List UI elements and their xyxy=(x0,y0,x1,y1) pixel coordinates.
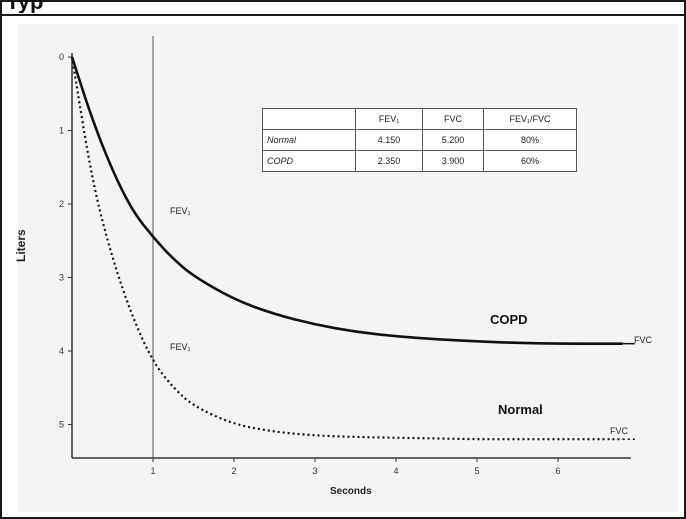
table-cell: Normal xyxy=(262,129,356,151)
table-cell: COPD xyxy=(262,150,356,172)
table-header-cell: FVC xyxy=(422,108,484,130)
y-tick-label: 5 xyxy=(59,420,64,430)
series-line-copd xyxy=(70,56,623,345)
table-cell: 2.350 xyxy=(355,150,423,172)
table-cell: 3.900 xyxy=(422,150,484,172)
x-tick-label: 6 xyxy=(555,466,560,476)
y-tick-label: 1 xyxy=(59,126,64,136)
table-cell: 80% xyxy=(483,129,577,151)
y-tick-label: 3 xyxy=(59,273,64,283)
table-cell: 4.150 xyxy=(355,129,423,151)
y-tick-label: 0 xyxy=(59,52,64,62)
copd-series-label: COPD xyxy=(490,312,528,327)
x-tick-label: 1 xyxy=(150,466,155,476)
table-cell: 5.200 xyxy=(422,129,484,151)
table-header-cell: FEV₁ xyxy=(355,108,423,130)
y-tick-label: 4 xyxy=(59,346,64,356)
x-axis-label: Seconds xyxy=(330,486,372,497)
header-divider xyxy=(0,14,686,16)
table-row: Normal 4.150 5.200 80% xyxy=(262,129,577,151)
plot-background xyxy=(18,24,678,512)
x-tick-label: 4 xyxy=(393,466,398,476)
table-header-row: FEV₁ FVC FEV₁/FVC xyxy=(262,108,577,130)
fev-summary-table: FEV₁ FVC FEV₁/FVC Normal 4.150 5.200 80%… xyxy=(262,108,577,172)
fvc-copd-annotation: FVC xyxy=(634,335,652,345)
x-tick-label: 2 xyxy=(231,466,236,476)
table-header-cell: FEV₁/FVC xyxy=(483,108,577,130)
table-cell: 60% xyxy=(483,150,577,172)
x-tick-label: 3 xyxy=(312,466,317,476)
fev1-copd-annotation: FEV₁ xyxy=(170,206,191,216)
y-tick-label: 2 xyxy=(59,199,64,209)
x-tick-label: 5 xyxy=(474,466,479,476)
table-header-cell xyxy=(262,108,356,130)
fev1-normal-annotation: FEV₁ xyxy=(170,342,191,352)
figure-header-title: Typ xyxy=(6,0,44,13)
fvc-normal-annotation: FVC xyxy=(610,426,628,436)
y-axis-label: Liters xyxy=(14,229,28,262)
normal-series-label: Normal xyxy=(498,402,543,417)
table-row: COPD 2.350 3.900 60% xyxy=(262,150,577,172)
